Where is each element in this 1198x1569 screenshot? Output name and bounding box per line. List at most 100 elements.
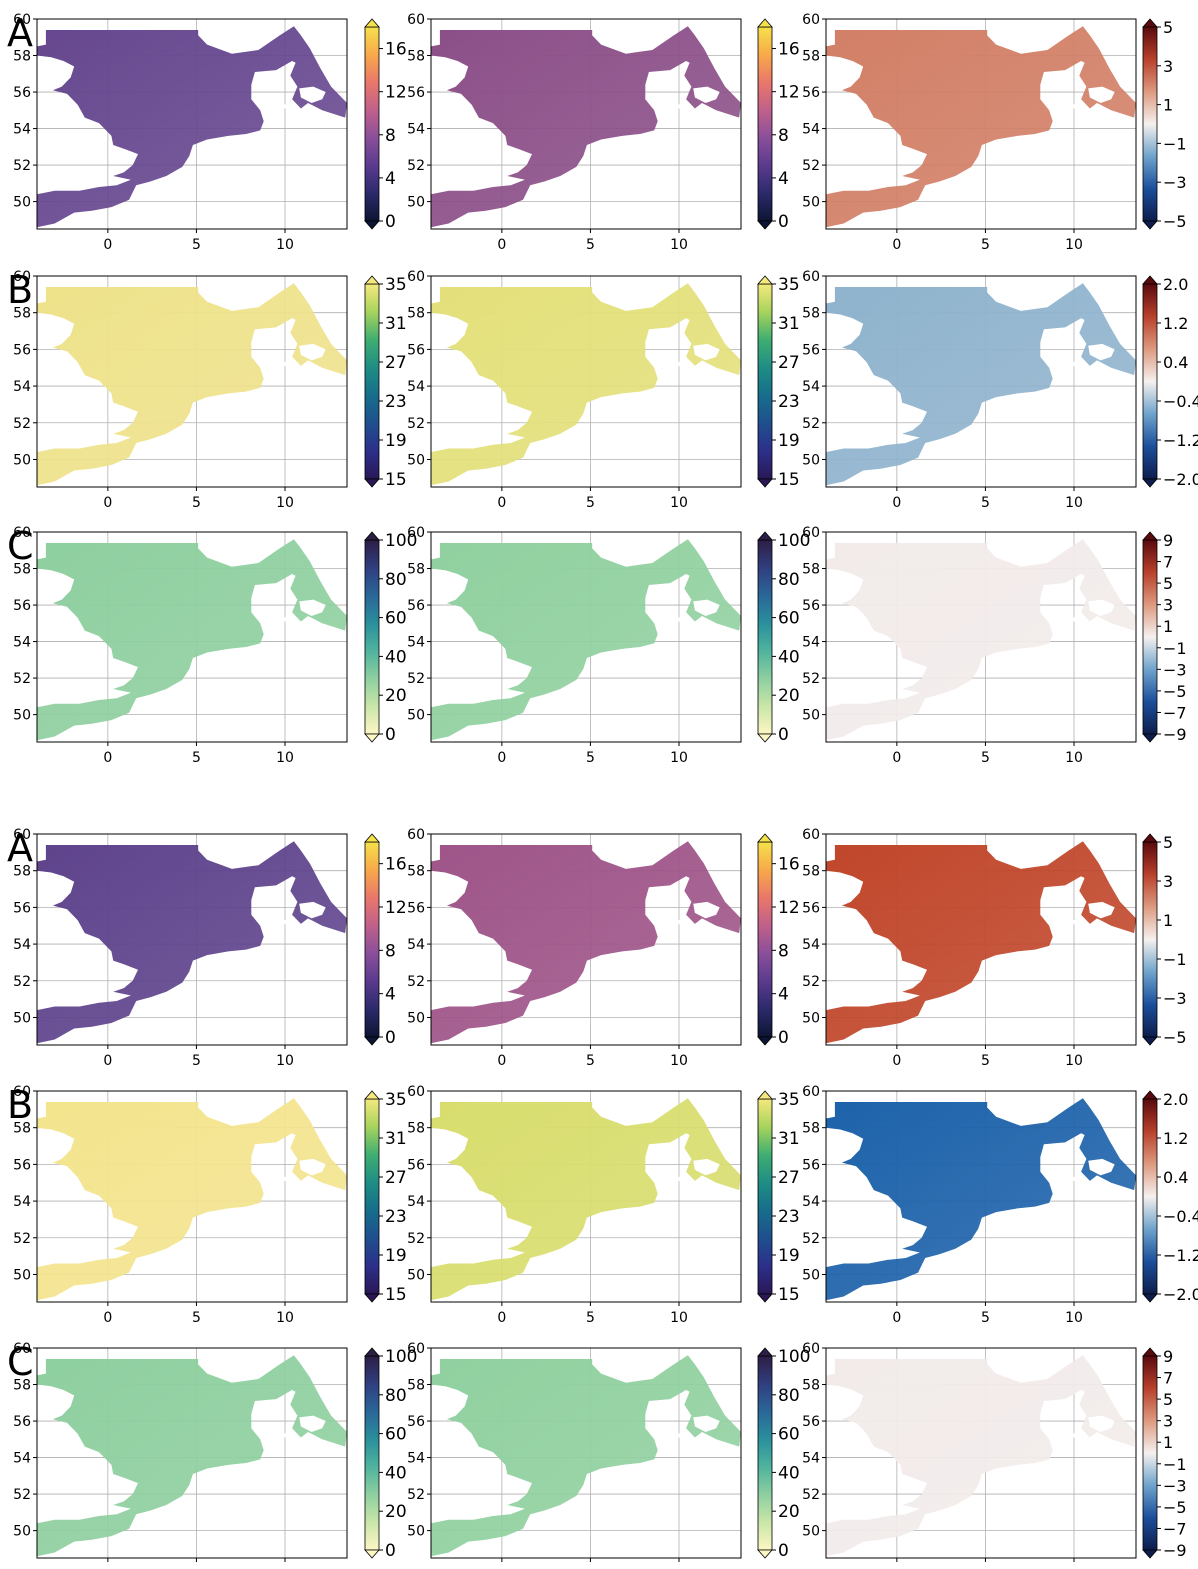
colorbar-tick-label: 9 [1163,1347,1173,1366]
colorbar-tick-label: 8 [385,126,396,146]
colorbar-tick-label: 27 [778,1168,800,1188]
y-tick-label: 52 [13,1231,31,1247]
colorbar: 0 4 8 12 16 [757,18,800,232]
y-tick-label: 58 [802,864,820,880]
colorbar-tick-label: 4 [385,985,396,1005]
x-tick-label: 5 [586,495,595,511]
colorbar-body [757,26,773,222]
y-tick-label: 56 [407,900,425,916]
colorbar-extend-min [1142,220,1158,230]
island [1088,343,1115,361]
y-tick-label: 58 [13,1378,31,1394]
island [1088,1158,1115,1176]
colorbar-tick-label: −2.0 [1163,470,1198,489]
colorbar-tick-label: 20 [385,686,407,706]
x-tick-label: 5 [586,1310,595,1326]
y-tick-label: 54 [802,937,820,953]
colorbar-tick-label: 80 [385,570,407,590]
island [1088,599,1115,616]
colorbar-tick-label: −9 [1163,1541,1187,1560]
island [299,86,326,103]
colorbar-body [1142,841,1158,1038]
y-tick-label: 58 [13,864,31,880]
colorbar: 15 19 23 27 31 35 [364,1090,407,1305]
colorbar: 0 4 8 12 16 [364,833,407,1048]
colorbar-tick-label: 5 [1163,1390,1173,1409]
x-tick-label: 10 [670,237,688,253]
y-tick-label: 56 [13,85,31,101]
colorbar-extend-min [757,733,773,743]
y-tick-label: 54 [407,1451,425,1467]
y-tick-label: 60 [13,827,31,843]
y-tick-label: 58 [407,562,425,578]
colorbar: 15 19 23 27 31 35 [364,275,407,490]
colorbar-tick-label: 12 [778,83,800,103]
colorbar-extend-max [364,833,380,843]
colorbar-extend-min [1142,733,1158,743]
x-tick-label: 5 [192,750,201,766]
axes-frame [825,833,1137,1046]
colorbar-tick-label: 15 [385,470,407,490]
colorbar-tick-label: 5 [1163,574,1173,593]
x-tick-label: 10 [1065,237,1083,253]
colorbar-extend-max [1142,833,1158,843]
colorbar-body [364,1355,380,1551]
colorbar: 5 3 1 −1 −3 −5 [1142,833,1187,1047]
x-tick-label: 5 [192,495,201,511]
y-tick-label: 58 [13,562,31,578]
y-tick-label: 60 [802,269,820,285]
y-tick-label: 58 [13,306,31,322]
colorbar-tick-label: 31 [385,314,407,334]
colorbar: 0 20 40 60 80 100 [757,1347,810,1561]
colorbar-tick-label: 4 [778,169,789,189]
island [1072,360,1085,370]
colorbar-tick-label: −7 [1163,703,1187,722]
colorbar-tick-label: 80 [778,1386,800,1406]
colorbar-tick-label: 40 [385,647,407,667]
colorbar-tick-label: −0.4 [1163,392,1198,411]
y-tick-label: 50 [407,1524,425,1540]
x-tick-label: 5 [981,495,990,511]
sea-field [37,1355,347,1557]
y-tick-label: 54 [13,1194,31,1210]
colorbar-tick-label: 16 [385,40,407,60]
x-tick-label: 10 [1065,750,1083,766]
colorbar-tick-label: 15 [385,1285,407,1305]
y-tick-label: 60 [13,12,31,28]
colorbar-tick-label: 40 [385,1463,407,1483]
colorbar-tick-label: 3 [1163,872,1173,891]
x-tick-label: 5 [192,1310,201,1326]
colorbar-tick-label: 35 [778,275,800,295]
colorbar-tick-label: 15 [778,1285,800,1305]
colorbar-tick-label: 19 [385,1246,407,1266]
sea-field [37,539,347,741]
colorbar-tick-label: 60 [385,609,407,629]
x-tick-label: 0 [497,1053,506,1069]
y-tick-label: 50 [407,1010,425,1026]
colorbar-extend-max [757,275,773,285]
y-tick-label: 50 [407,708,425,724]
colorbar-extend-max [364,1090,380,1100]
island [283,1175,296,1185]
axes-frame [430,833,742,1046]
colorbar-extend-min [1142,1036,1158,1046]
colorbar-tick-label: 16 [778,855,800,875]
island [283,1432,296,1442]
colorbar-tick-label: 5 [1163,18,1173,37]
y-tick-label: 56 [407,1157,425,1173]
island [283,360,296,370]
y-tick-label: 58 [407,864,425,880]
y-tick-label: 54 [802,122,820,138]
colorbar-extend-min [364,1036,380,1046]
island [693,1415,720,1432]
island [283,918,296,928]
colorbar-tick-label: 12 [385,898,407,918]
colorbar-tick-label: 0 [778,725,789,745]
y-tick-label: 50 [802,195,820,211]
